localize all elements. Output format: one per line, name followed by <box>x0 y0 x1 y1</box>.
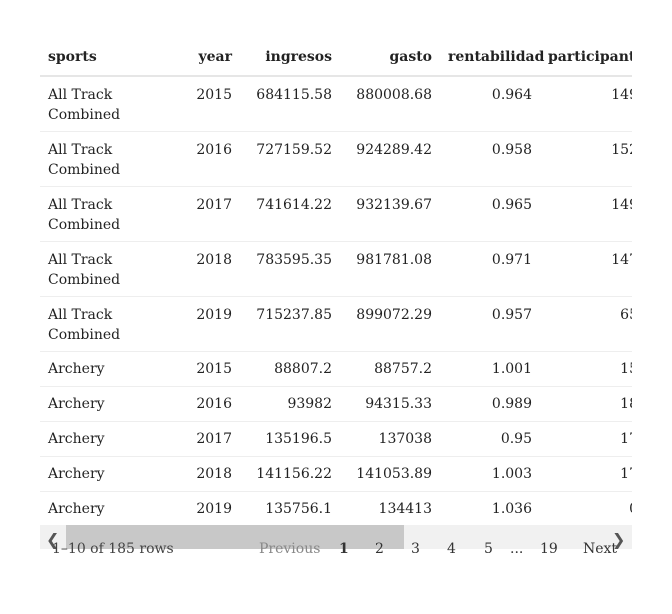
pagination-info: 1–10 of 185 rows <box>52 541 174 557</box>
cell-gasto: 924289.42 <box>340 131 440 187</box>
cell-participantes: 152 <box>540 131 632 187</box>
cell-sports: Archery <box>40 456 180 492</box>
cell-year: 2018 <box>180 241 240 297</box>
table-row: All Track Combined 2015 684115.58 880008… <box>40 76 632 132</box>
cell-rentabilidad: 1.001 <box>440 351 540 387</box>
cell-year: 2019 <box>180 491 240 527</box>
cell-gasto: 932139.67 <box>340 186 440 242</box>
cell-rentabilidad: 0.971 <box>440 241 540 297</box>
page-button-5[interactable]: 5 <box>484 541 493 557</box>
data-table-viewport: sports year ingresos gasto rentabilidad … <box>40 38 632 568</box>
cell-ingresos: 135756.1 <box>240 491 340 527</box>
cell-rentabilidad: 0.958 <box>440 131 540 187</box>
cell-rentabilidad: 0.964 <box>440 76 540 132</box>
cell-participantes: 149 <box>540 186 632 242</box>
table-row: All Track Combined 2017 741614.22 932139… <box>40 186 632 242</box>
cell-participantes: 147 <box>540 241 632 297</box>
cell-rentabilidad: 0.989 <box>440 386 540 422</box>
cell-ingresos: 715237.85 <box>240 296 340 352</box>
column-header-sports[interactable]: sports <box>40 38 180 77</box>
cell-year: 2017 <box>180 186 240 242</box>
table-row: Archery 2017 135196.5 137038 0.95 17 <box>40 421 632 457</box>
cell-rentabilidad: 1.003 <box>440 456 540 492</box>
table-row: Archery 2019 135756.1 134413 1.036 0 <box>40 491 632 527</box>
cell-rentabilidad: 0.965 <box>440 186 540 242</box>
cell-gasto: 981781.08 <box>340 241 440 297</box>
column-header-rentabilidad[interactable]: rentabilidad <box>440 38 544 77</box>
cell-sports: All Track Combined <box>40 296 180 352</box>
cell-year: 2015 <box>180 351 240 387</box>
next-page-button[interactable]: Next <box>583 541 618 557</box>
column-header-ingresos[interactable]: ingresos <box>240 38 340 77</box>
table-row: All Track Combined 2018 783595.35 981781… <box>40 241 632 297</box>
cell-gasto: 880008.68 <box>340 76 440 132</box>
cell-rentabilidad: 0.95 <box>440 421 540 457</box>
scrollbar-thumb[interactable] <box>66 525 404 549</box>
cell-gasto: 88757.2 <box>340 351 440 387</box>
cell-sports: Archery <box>40 351 180 387</box>
table-row: Archery 2018 141156.22 141053.89 1.003 1… <box>40 456 632 492</box>
table-header-row: sports year ingresos gasto rentabilidad … <box>40 38 632 77</box>
cell-ingresos: 88807.2 <box>240 351 340 387</box>
page-button-2[interactable]: 2 <box>375 541 384 557</box>
cell-gasto: 141053.89 <box>340 456 440 492</box>
cell-ingresos: 93982 <box>240 386 340 422</box>
cell-sports: All Track Combined <box>40 76 180 132</box>
table-row: Archery 2016 93982 94315.33 0.989 18 <box>40 386 632 422</box>
cell-participantes: 15 <box>540 351 632 387</box>
cell-year: 2016 <box>180 131 240 187</box>
horizontal-scrollbar[interactable] <box>40 525 632 549</box>
cell-year: 2018 <box>180 456 240 492</box>
cell-participantes: 149 <box>540 76 632 132</box>
cell-sports: All Track Combined <box>40 186 180 242</box>
page-button-1[interactable]: 1 <box>339 541 349 557</box>
table-row: All Track Combined 2016 727159.52 924289… <box>40 131 632 187</box>
table-row: Archery 2015 88807.2 88757.2 1.001 15 <box>40 351 632 387</box>
cell-ingresos: 783595.35 <box>240 241 340 297</box>
cell-ingresos: 727159.52 <box>240 131 340 187</box>
chevron-left-icon[interactable]: ❮ <box>46 530 60 549</box>
cell-sports: Archery <box>40 386 180 422</box>
cell-ingresos: 135196.5 <box>240 421 340 457</box>
cell-ingresos: 684115.58 <box>240 76 340 132</box>
page-button-4[interactable]: 4 <box>447 541 456 557</box>
cell-rentabilidad: 0.957 <box>440 296 540 352</box>
cell-participantes: 0 <box>540 491 632 527</box>
cell-participantes: 18 <box>540 386 632 422</box>
cell-year: 2015 <box>180 76 240 132</box>
cell-gasto: 134413 <box>340 491 440 527</box>
page-button-3[interactable]: 3 <box>411 541 420 557</box>
cell-rentabilidad: 1.036 <box>440 491 540 527</box>
data-table: sports year ingresos gasto rentabilidad … <box>40 38 632 527</box>
pagination-ellipsis: ... <box>510 541 524 557</box>
cell-participantes: 17 <box>540 421 632 457</box>
cell-year: 2016 <box>180 386 240 422</box>
cell-gasto: 899072.29 <box>340 296 440 352</box>
cell-sports: Archery <box>40 421 180 457</box>
cell-year: 2019 <box>180 296 240 352</box>
cell-sports: Archery <box>40 491 180 527</box>
column-header-year[interactable]: year <box>180 38 240 77</box>
cell-sports: All Track Combined <box>40 131 180 187</box>
cell-participantes: 17 <box>540 456 632 492</box>
cell-participantes: 65 <box>540 296 632 352</box>
cell-ingresos: 141156.22 <box>240 456 340 492</box>
column-header-participantes[interactable]: participantes <box>540 38 632 77</box>
page-button-19[interactable]: 19 <box>540 541 558 557</box>
chevron-right-icon[interactable]: ❯ <box>612 530 626 549</box>
table-row: All Track Combined 2019 715237.85 899072… <box>40 296 632 352</box>
column-header-gasto[interactable]: gasto <box>340 38 440 77</box>
cell-gasto: 94315.33 <box>340 386 440 422</box>
cell-sports: All Track Combined <box>40 241 180 297</box>
cell-year: 2017 <box>180 421 240 457</box>
previous-page-button[interactable]: Previous <box>259 541 321 557</box>
cell-gasto: 137038 <box>340 421 440 457</box>
cell-ingresos: 741614.22 <box>240 186 340 242</box>
